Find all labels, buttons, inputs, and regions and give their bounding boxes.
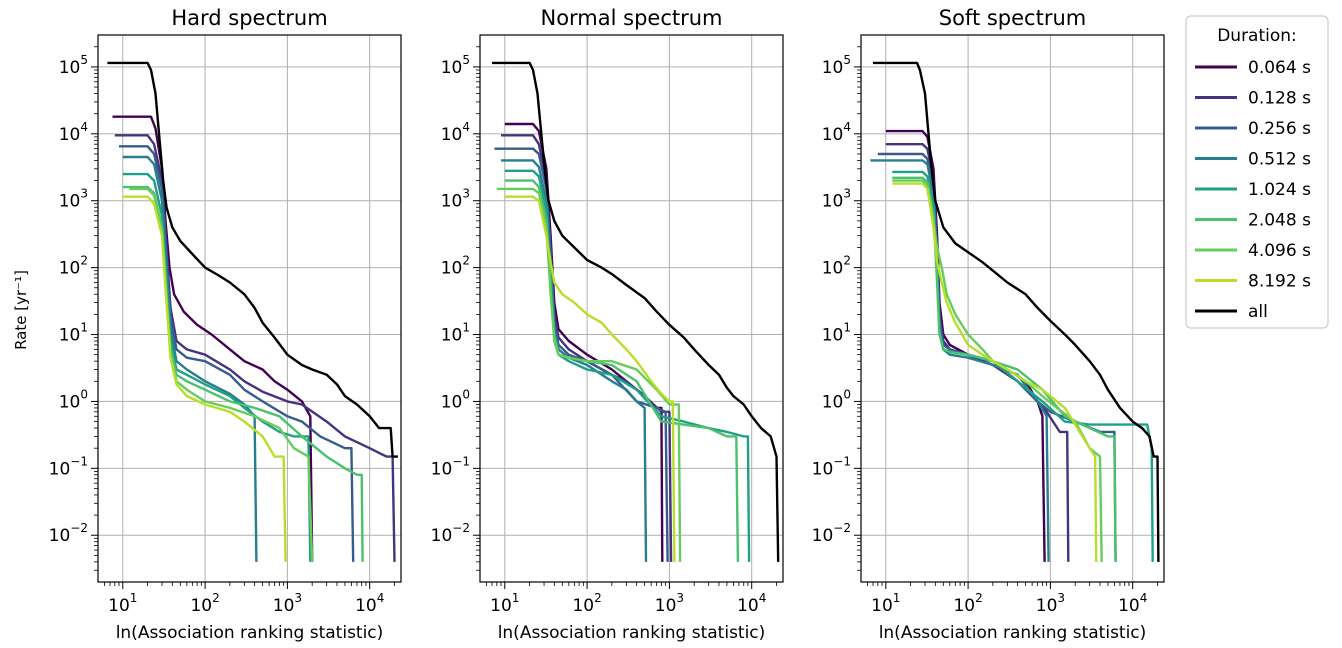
y-tick-label: 10−1 (49, 454, 88, 479)
x-tick-label: 104 (355, 591, 384, 616)
x-axis-label: ln(Association ranking statistic) (498, 623, 766, 643)
panel-2: 101 102 103 104 10−2 10−1 100 101 102 103 104 105 No… (431, 6, 784, 643)
series-line-0-256-s (877, 152, 1117, 562)
series-line-8-192-s (892, 182, 1098, 562)
series-line-all (873, 61, 1160, 562)
series-line-0-512-s (870, 159, 1050, 562)
x-tick-label: 103 (1036, 591, 1065, 616)
x-tick-label: 103 (655, 591, 684, 616)
series-line-4-096-s (496, 187, 682, 562)
y-tick-label: 103 (59, 187, 88, 212)
y-tick-label: 105 (59, 53, 88, 78)
panel-3: 101 102 103 104 10−2 10−1 100 101 102 103 104 105 So… (812, 6, 1165, 643)
panel-title: Hard spectrum (171, 6, 327, 30)
legend-label: 4.096 s (1248, 241, 1311, 261)
legend-label: 0.128 s (1248, 89, 1311, 109)
y-tick-label: 102 (822, 254, 851, 279)
y-axis-label: Rate [yr⁻¹] (12, 270, 30, 350)
series-line-4-096-s (892, 179, 1103, 562)
legend-label: 1.024 s (1248, 180, 1311, 200)
plot-frame (479, 34, 784, 583)
series-line-8-192-s (504, 195, 676, 562)
y-tick-label: 101 (59, 321, 88, 346)
series-line-1-024-s (892, 170, 1154, 562)
y-tick-label: 10−1 (812, 454, 851, 479)
series-group (107, 61, 398, 562)
series-line-all (492, 61, 780, 562)
legend: Duration: 0.064 s 0.128 s 0.256 s 0.512 s 1.0… (1185, 15, 1329, 329)
panel-1: 101 102 103 104 10−2 10−1 100 101 102 103 104 105 Ha… (49, 6, 402, 643)
panel-title: Soft spectrum (939, 6, 1086, 30)
legend-title: Duration: (1217, 26, 1297, 46)
y-tick-label: 100 (441, 387, 470, 412)
y-tick-label: 102 (59, 254, 88, 279)
series-line-2-048-s (504, 179, 740, 562)
legend-label: all (1248, 302, 1268, 322)
x-tick-label: 102 (572, 591, 601, 616)
x-axis-label: ln(Association ranking statistic) (116, 623, 384, 643)
y-tick-label: 10−2 (431, 521, 470, 546)
x-tick-label: 104 (1118, 591, 1147, 616)
y-tick-label: 10−2 (49, 521, 88, 546)
y-tick-label: 103 (441, 187, 470, 212)
series-line-4-096-s (129, 187, 314, 562)
series-line-0-256-s (494, 147, 669, 562)
y-tick-label: 104 (822, 120, 851, 145)
y-tick-label: 105 (441, 53, 470, 78)
legend-label: 8.192 s (1248, 272, 1311, 292)
y-tick-label: 104 (441, 120, 470, 145)
y-tick-label: 102 (441, 254, 470, 279)
y-tick-label: 104 (59, 120, 88, 145)
y-tick-label: 105 (822, 53, 851, 78)
y-tick-label: 103 (822, 187, 851, 212)
series-line-0-064-s (885, 129, 1046, 562)
series-line-all (107, 61, 398, 458)
y-tick-label: 100 (59, 387, 88, 412)
series-line-0-128-s (885, 143, 1070, 562)
legend-label: 0.512 s (1248, 150, 1311, 170)
legend-label: 0.064 s (1248, 58, 1311, 78)
panel-title: Normal spectrum (540, 6, 722, 30)
y-tick-label: 100 (822, 387, 851, 412)
y-tick-label: 101 (441, 321, 470, 346)
x-tick-label: 101 (871, 591, 900, 616)
legend-label: 0.256 s (1248, 119, 1311, 139)
x-tick-label: 101 (108, 591, 137, 616)
series-line-0-512-s (501, 159, 648, 562)
series-group (492, 61, 780, 562)
series-line-8-192-s (122, 195, 287, 562)
series-group (870, 61, 1160, 562)
series-line-1-024-s (122, 172, 312, 562)
series-line-0-256-s (119, 145, 355, 562)
x-tick-label: 102 (190, 591, 219, 616)
x-tick-label: 101 (490, 591, 519, 616)
legend-label: 2.048 s (1248, 211, 1311, 231)
x-axis-label: ln(Association ranking statistic) (879, 623, 1147, 643)
series-line-0-064-s (112, 115, 314, 562)
series-line-1-024-s (504, 169, 751, 562)
x-tick-label: 103 (273, 591, 302, 616)
plot-frame (97, 34, 402, 583)
x-tick-label: 102 (953, 591, 982, 616)
x-tick-label: 104 (737, 591, 766, 616)
plot-frame (860, 34, 1165, 583)
y-tick-label: 10−1 (431, 454, 470, 479)
y-tick-label: 10−2 (812, 521, 851, 546)
y-tick-label: 101 (822, 321, 851, 346)
